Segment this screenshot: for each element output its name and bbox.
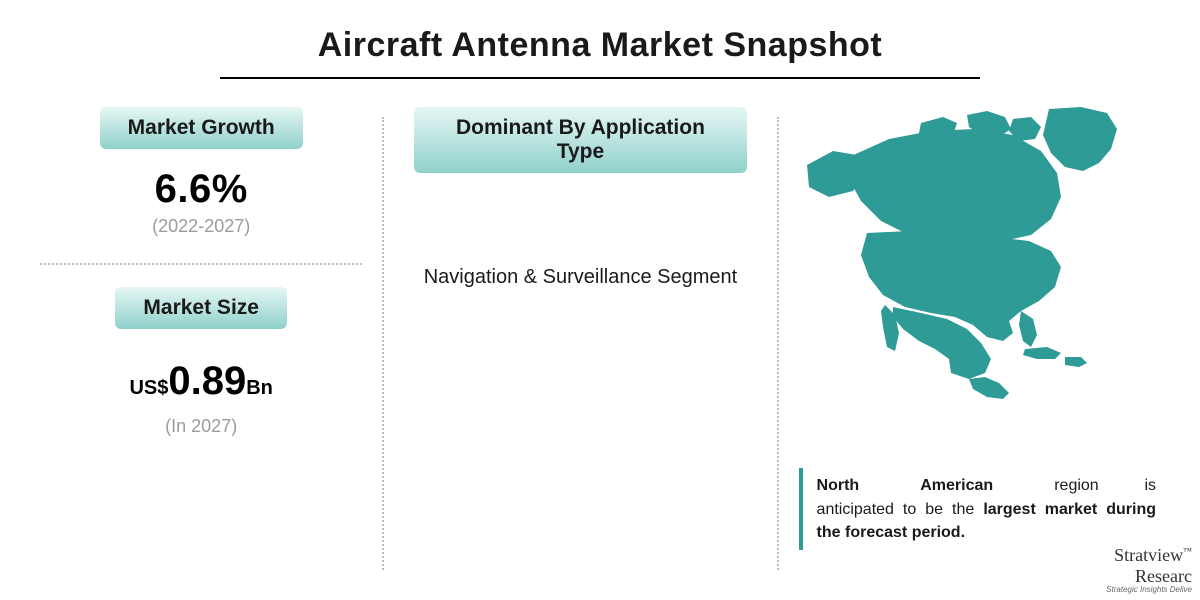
columns: Market Growth 6.6% (2022-2027) Market Si… xyxy=(30,107,1170,580)
caption-b2: American xyxy=(920,477,993,494)
col-mid: Dominant By Application Type Navigation … xyxy=(384,107,776,580)
page-title: Aircraft Antenna Market Snapshot xyxy=(30,26,1170,65)
size-value-block: US$0.89Bn (In 2027) xyxy=(129,359,272,437)
pill-market-growth: Market Growth xyxy=(100,107,303,149)
caption-t2: anticipated to be the xyxy=(817,501,984,518)
title-underline xyxy=(220,77,980,79)
map-svg xyxy=(799,101,1159,401)
horizontal-divider xyxy=(40,263,362,265)
pill-application-type: Dominant By Application Type xyxy=(414,107,746,173)
trademark-icon: ™ xyxy=(1183,546,1192,556)
logo-tagline: Strategic Insights Delive xyxy=(1106,585,1192,594)
growth-value: 6.6% xyxy=(155,167,248,211)
brand-logo: Stratview™Researc Strategic Insights Del… xyxy=(1106,545,1192,594)
size-value: 0.89 xyxy=(168,359,246,403)
caption-t1: region is xyxy=(1054,477,1156,494)
segment-text: Navigation & Surveillance Segment xyxy=(424,263,738,291)
size-prefix: US$ xyxy=(129,377,168,399)
size-unit: Bn xyxy=(246,377,273,399)
region-caption: North American region is anticipated to … xyxy=(799,468,1166,550)
north-america-map xyxy=(799,101,1159,401)
growth-value-block: 6.6% (2022-2027) xyxy=(152,167,250,237)
caption-b1: North xyxy=(817,477,860,494)
logo-text: Stratview™Researc xyxy=(1114,545,1192,586)
col-left: Market Growth 6.6% (2022-2027) Market Si… xyxy=(30,107,382,580)
col-right: North American region is anticipated to … xyxy=(779,107,1170,580)
size-year: (In 2027) xyxy=(129,416,272,437)
growth-period: (2022-2027) xyxy=(152,216,250,237)
pill-market-size: Market Size xyxy=(115,287,287,329)
infographic-root: Aircraft Antenna Market Snapshot Market … xyxy=(0,0,1200,600)
